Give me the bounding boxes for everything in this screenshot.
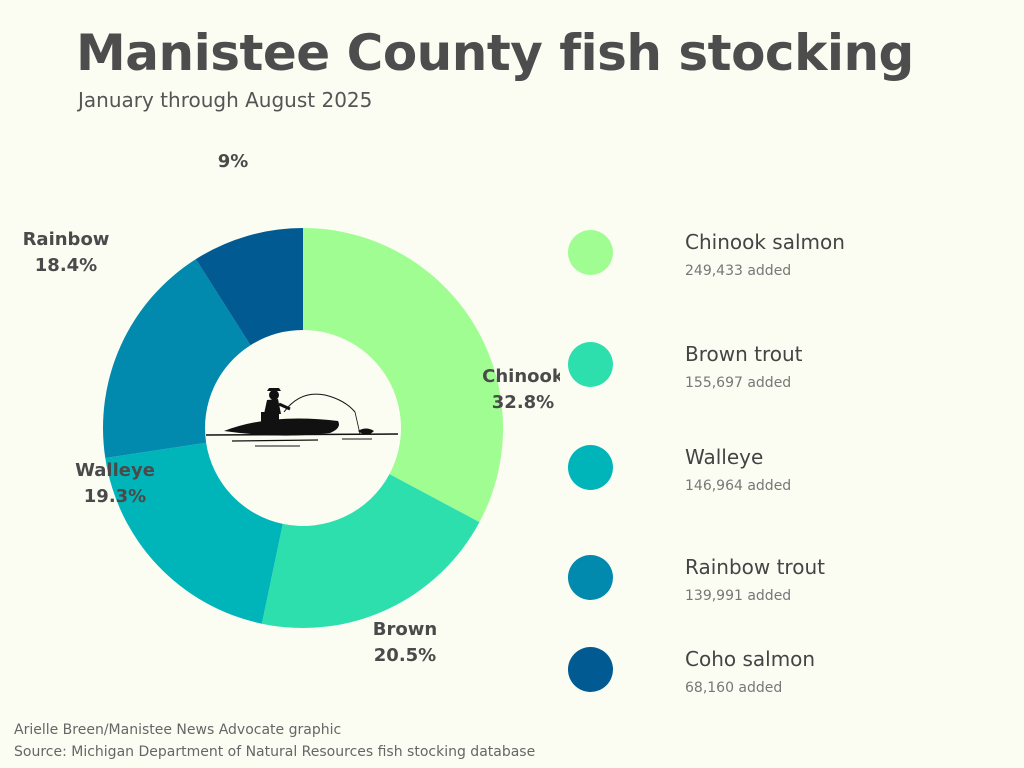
donut-slices: [103, 228, 503, 628]
legend-item: Brown trout 155,697 added: [568, 342, 1008, 402]
fisherman-in-boat-icon: [205, 388, 399, 447]
legend-swatch: [568, 342, 613, 387]
legend-count: 139,991 added: [685, 588, 792, 604]
credit-line: Arielle Breen/Manistee News Advocate gra…: [14, 722, 342, 738]
slice-label-brown: Brown: [373, 619, 437, 640]
legend-label: Walleye: [685, 445, 764, 469]
legend-label: Chinook salmon: [685, 230, 845, 254]
source-line: Source: Michigan Department of Natural R…: [14, 744, 536, 760]
chart-subtitle: January through August 2025: [78, 88, 373, 112]
slice-pct-coho: 9%: [218, 151, 249, 172]
slice-coho: [195, 228, 303, 346]
slice-label-rainbow: Rainbow: [23, 229, 110, 250]
slice-pct-rainbow: 18.4%: [35, 255, 97, 276]
legend-label: Coho salmon: [685, 647, 816, 671]
legend-swatch: [568, 555, 613, 600]
legend-item: Rainbow trout 139,991 added: [568, 555, 1008, 615]
slice-walleye: [105, 442, 283, 624]
legend-item: Chinook salmon 249,433 added: [568, 230, 1008, 290]
legend-swatch: [568, 445, 613, 490]
legend-count: 68,160 added: [685, 680, 783, 696]
slice-pct-chinook: 32.8%: [492, 392, 554, 413]
slice-pct-brown: 20.5%: [374, 645, 436, 666]
slice-labels: Chinook 32.8% Brown 20.5% Walleye 19.3% Rainbo…: [23, 151, 560, 666]
slice-rainbow: [103, 259, 251, 459]
slice-brown: [261, 474, 480, 628]
legend-label: Rainbow trout: [685, 555, 825, 579]
legend-item: Coho salmon 68,160 added: [568, 647, 1008, 707]
chart-title: Manistee County fish stocking: [76, 24, 914, 82]
legend-label: Brown trout: [685, 342, 803, 366]
donut-chart: Chinook 32.8% Brown 20.5% Walleye 19.3% Rainbo…: [23, 151, 560, 666]
slice-label-walleye: Walleye: [75, 460, 155, 481]
slice-chinook: [303, 228, 503, 523]
slice-label-chinook: Chinook: [482, 366, 560, 387]
legend-count: 249,433 added: [685, 263, 792, 279]
legend-swatch: [568, 647, 613, 692]
legend-swatch: [568, 230, 613, 275]
legend-item: Walleye 146,964 added: [568, 445, 1008, 505]
slice-pct-walleye: 19.3%: [84, 486, 146, 507]
legend-count: 155,697 added: [685, 375, 792, 391]
legend-count: 146,964 added: [685, 478, 792, 494]
